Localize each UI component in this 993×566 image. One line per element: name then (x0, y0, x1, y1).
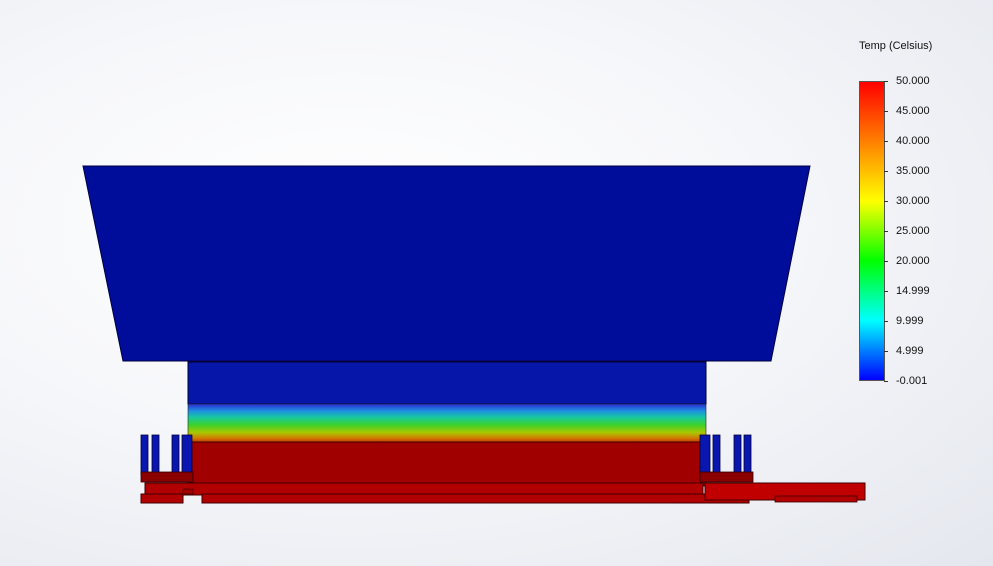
base-plate-lower-left (140, 493, 184, 504)
legend-tick-mark (884, 111, 888, 112)
legend-tick-mark (884, 141, 888, 142)
legend-tick-mark (884, 291, 888, 292)
legend-tick-label: 25.000 (896, 225, 930, 237)
legend-tick-label: 30.000 (896, 195, 930, 207)
legend-tick-label: -0.001 (896, 375, 928, 387)
legend-tick-label: 35.000 (896, 165, 930, 177)
temperature-legend: Temp (Celsius) 50.000 45.000 40.000 35.000 3… (840, 34, 990, 394)
legend-colorbar (859, 81, 885, 381)
right-pin-array (699, 434, 754, 483)
legend-tick-mark (884, 171, 888, 172)
legend-tick-mark (884, 261, 888, 262)
hot-base-block (187, 441, 707, 487)
side-extension-tail (774, 495, 858, 503)
middle-block (187, 361, 707, 405)
legend-tick-mark (884, 381, 888, 382)
legend-tick-label: 9.999 (896, 315, 924, 327)
legend-tick-mark (884, 321, 888, 322)
legend-tick-mark (884, 81, 888, 82)
legend-tick-mark (884, 231, 888, 232)
legend-tick-label: 20.000 (896, 255, 930, 267)
legend-tick-label: 45.000 (896, 105, 930, 117)
legend-tick-mark (884, 201, 888, 202)
legend-tick-mark (884, 351, 888, 352)
top-housing (82, 165, 811, 362)
legend-title: Temp (Celsius) (859, 40, 933, 52)
gradient-band (187, 403, 707, 443)
left-pin-array (140, 434, 194, 483)
legend-tick-label: 4.999 (896, 345, 924, 357)
base-plate-lower (201, 493, 750, 504)
base-plate-upper (144, 482, 704, 496)
legend-tick-label: 14.999 (896, 285, 930, 297)
legend-tick-label: 40.000 (896, 135, 930, 147)
legend-tick-label: 50.000 (896, 75, 930, 87)
base-plate-gap (182, 488, 194, 495)
